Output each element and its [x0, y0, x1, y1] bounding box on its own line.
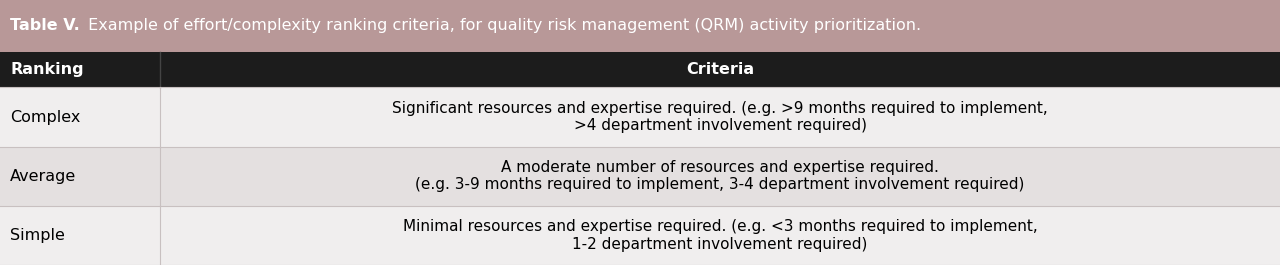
- Text: >4 department involvement required): >4 department involvement required): [573, 118, 867, 133]
- Bar: [0, 0, 1280, 52]
- Text: Average: Average: [10, 169, 77, 184]
- Text: Minimal resources and expertise required. (e.g. <3 months required to implement,: Minimal resources and expertise required…: [403, 219, 1037, 234]
- Bar: [0, 147, 1280, 206]
- Text: Significant resources and expertise required. (e.g. >9 months required to implem: Significant resources and expertise requ…: [392, 101, 1048, 116]
- Bar: [0, 52, 1280, 87]
- Text: Criteria: Criteria: [686, 62, 754, 77]
- Text: Ranking: Ranking: [10, 62, 84, 77]
- Text: (e.g. 3-9 months required to implement, 3-4 department involvement required): (e.g. 3-9 months required to implement, …: [415, 178, 1025, 192]
- Text: Example of effort/complexity ranking criteria, for quality risk management (QRM): Example of effort/complexity ranking cri…: [83, 18, 922, 33]
- Text: A moderate number of resources and expertise required.: A moderate number of resources and exper…: [500, 160, 940, 175]
- Bar: [0, 87, 1280, 147]
- Text: Complex: Complex: [10, 109, 81, 125]
- Text: 1-2 department involvement required): 1-2 department involvement required): [572, 237, 868, 252]
- Text: Simple: Simple: [10, 228, 65, 243]
- Text: Table V.: Table V.: [10, 18, 79, 33]
- Bar: [0, 206, 1280, 265]
